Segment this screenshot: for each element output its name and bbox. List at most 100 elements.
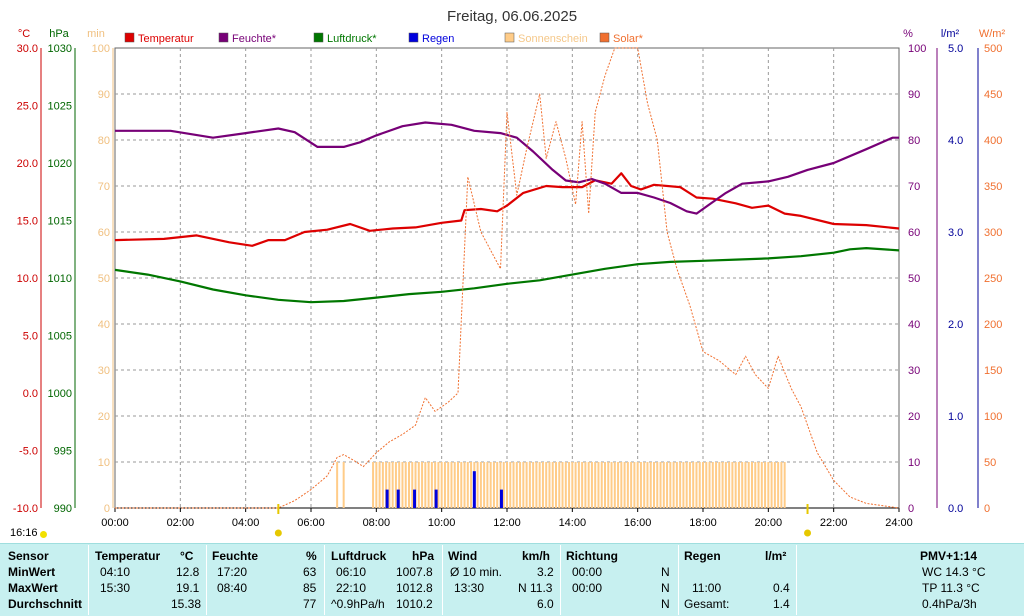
legend-swatch <box>504 32 515 43</box>
y-tick-label: 1025 <box>48 101 72 113</box>
sunshine-bar <box>385 462 388 508</box>
header-temperature: Temperatur <box>95 549 161 563</box>
sunshine-bar <box>378 462 381 508</box>
sunshine-bar <box>692 462 695 508</box>
sunshine-bar <box>679 462 682 508</box>
sunshine-bar <box>751 462 753 508</box>
sunshine-bar <box>734 462 737 508</box>
sunshine-bar <box>515 462 518 508</box>
y-tick-label: 70 <box>908 181 920 193</box>
y-tick-label: 150 <box>984 365 1002 377</box>
series-line-pressure <box>114 247 900 304</box>
hum-min-time: 17:20 <box>217 565 248 579</box>
wind-max-time: 13:30 <box>454 581 485 595</box>
axis-unit-label: l/m² <box>941 28 960 40</box>
y-tick-label: -10.0 <box>13 503 38 515</box>
pmv-pressure-trend: 0.4hPa/3h <box>922 597 977 611</box>
y-tick-label: 50 <box>98 273 110 285</box>
sunshine-bar <box>388 462 391 508</box>
sunshine-bar <box>574 462 577 508</box>
sunshine-bar <box>434 462 437 508</box>
y-tick-label: 400 <box>984 135 1002 147</box>
sunshine-bar <box>731 462 734 508</box>
sunshine-bar <box>443 462 446 508</box>
sunshine-bar <box>447 462 450 508</box>
header-humidity: Feuchte <box>212 549 259 563</box>
y-tick-label: 10 <box>908 457 920 469</box>
sunshine-bar <box>594 462 597 508</box>
legend-swatch <box>124 32 135 43</box>
sunshine-bar <box>741 462 744 508</box>
dir-min-value: N <box>661 565 670 579</box>
row-label: MaxWert <box>8 581 58 595</box>
header-wind: Wind <box>448 549 478 563</box>
sunshine-bar <box>715 462 718 508</box>
y-tick-label: 1010 <box>48 273 72 285</box>
y-tick-label: 995 <box>54 446 72 458</box>
sunshine-bar <box>460 462 463 508</box>
sunshine-bar <box>427 462 430 508</box>
sunshine-bar <box>483 462 486 508</box>
sunshine-bar <box>391 462 394 508</box>
sunshine-bar <box>424 462 427 508</box>
temp-avg-value: 15.38 <box>171 597 202 611</box>
sunshine-bar <box>623 462 626 508</box>
chart-bars <box>336 462 786 508</box>
y-tick-label: 5.0 <box>948 43 963 55</box>
y-tick-label: 4.0 <box>948 135 963 147</box>
header-sensor: Sensor <box>8 549 49 563</box>
wind-avg-value: 3.2 <box>537 565 554 579</box>
sunshine-bar <box>708 462 711 508</box>
table-divider <box>560 545 561 615</box>
sunshine-bar <box>430 462 433 508</box>
y-tick-label: 20 <box>908 411 920 423</box>
header-rain: Regen <box>684 549 721 563</box>
y-tick-label: 0 <box>984 503 990 515</box>
y-tick-label: 15.0 <box>17 216 38 228</box>
legend-label: Feuchte* <box>232 33 277 45</box>
y-tick-label: 10 <box>98 457 110 469</box>
y-tick-label: 1030 <box>48 43 72 55</box>
dir-max-value: N <box>661 581 670 595</box>
sunshine-bar <box>564 462 567 508</box>
sunshine-bar <box>659 462 662 508</box>
series-line-temp <box>114 172 900 247</box>
table-divider <box>442 545 443 615</box>
sunshine-bar <box>571 462 574 508</box>
chart-grid <box>40 47 979 509</box>
sunshine-bar <box>682 462 685 508</box>
sunshine-bar <box>757 462 760 508</box>
sunshine-bar <box>479 462 482 508</box>
chart-lines <box>114 47 900 509</box>
y-tick-label: 60 <box>908 227 920 239</box>
row-label: Durchschnitt <box>8 597 83 611</box>
sunshine-bar <box>492 462 495 508</box>
pmv-dewpoint: TP 11.3 °C <box>922 581 980 595</box>
sunshine-bar <box>764 462 767 508</box>
sunshine-bar <box>440 462 443 508</box>
sunshine-bar <box>463 462 466 508</box>
y-tick-label: 350 <box>984 181 1002 193</box>
y-tick-label: 1015 <box>48 216 72 228</box>
row-label: MinWert <box>8 565 56 579</box>
table-divider <box>206 545 207 615</box>
y-tick-label: 10.0 <box>17 273 38 285</box>
sun-marker-dot <box>274 529 282 537</box>
sunshine-bar <box>375 462 378 508</box>
sunshine-bar <box>457 462 459 508</box>
x-tick-label: 14:00 <box>559 517 587 529</box>
axis-unit-label: °C <box>18 28 30 40</box>
y-tick-label: 500 <box>984 43 1002 55</box>
sunshine-bar <box>613 462 616 508</box>
sunshine-bar <box>545 462 548 508</box>
temp-min-time: 04:10 <box>100 565 131 579</box>
x-tick-label: 02:00 <box>167 517 195 529</box>
sunshine-bar <box>489 462 492 508</box>
x-tick-label: 22:00 <box>820 517 848 529</box>
hum-min-value: 63 <box>303 565 317 579</box>
hum-max-time: 08:40 <box>217 581 248 595</box>
y-tick-label: 80 <box>908 135 920 147</box>
y-tick-label: 0.0 <box>23 388 38 400</box>
press-avg-value: 1010.2 <box>396 597 433 611</box>
y-tick-label: 90 <box>98 89 110 101</box>
